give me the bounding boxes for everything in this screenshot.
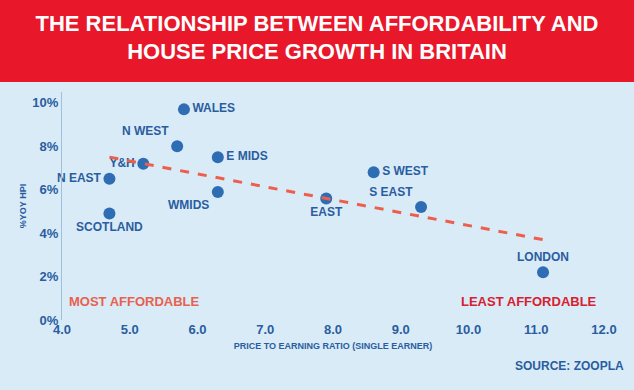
svg-text:6%: 6% (40, 182, 59, 197)
svg-text:SCOTLAND: SCOTLAND (76, 220, 143, 234)
svg-text:9.0: 9.0 (392, 322, 410, 337)
svg-text:SOURCE: ZOOPLA: SOURCE: ZOOPLA (515, 359, 624, 373)
svg-text:S WEST: S WEST (382, 164, 429, 178)
svg-text:8.0: 8.0 (324, 322, 342, 337)
svg-text:WMIDS: WMIDS (168, 198, 209, 212)
svg-text:5.0: 5.0 (121, 322, 139, 337)
svg-text:11.0: 11.0 (524, 322, 549, 337)
svg-text:2%: 2% (40, 269, 59, 284)
svg-text:10.0: 10.0 (456, 322, 481, 337)
html-text:THE RELATIONSHIP BETWEEN AFFOR: THE RELATIONSHIP BETWEEN AFFORDABILITY A… (35, 11, 599, 64)
svg-text:8%: 8% (40, 139, 59, 154)
svg-text:4%: 4% (40, 226, 59, 241)
svg-text:6.0: 6.0 (188, 322, 206, 337)
svg-text:WALES: WALES (192, 101, 235, 115)
svg-text:LONDON: LONDON (517, 250, 569, 264)
svg-text:N EAST: N EAST (57, 171, 102, 185)
svg-text:Y&H: Y&H (109, 156, 134, 170)
svg-text:7.0: 7.0 (256, 322, 274, 337)
svg-text:0%: 0% (40, 313, 59, 328)
svg-text:N WEST: N WEST (122, 124, 169, 138)
svg-text:LEAST AFFORDABLE: LEAST AFFORDABLE (461, 294, 597, 309)
svg-text:PRICE TO EARNING RATIO (SINGLE: PRICE TO EARNING RATIO (SINGLE EARNER) (234, 341, 433, 351)
svg-text:E MIDS: E MIDS (226, 149, 267, 163)
svg-text:12.0: 12.0 (591, 322, 616, 337)
svg-text:EAST: EAST (310, 205, 343, 219)
svg-text:S EAST: S EAST (369, 185, 413, 199)
svg-text:4.0: 4.0 (53, 322, 71, 337)
svg-text:%YOY HPI: %YOY HPI (18, 184, 28, 228)
svg-text:10%: 10% (32, 95, 58, 110)
svg-text:MOST AFFORDABLE: MOST AFFORDABLE (69, 294, 200, 309)
